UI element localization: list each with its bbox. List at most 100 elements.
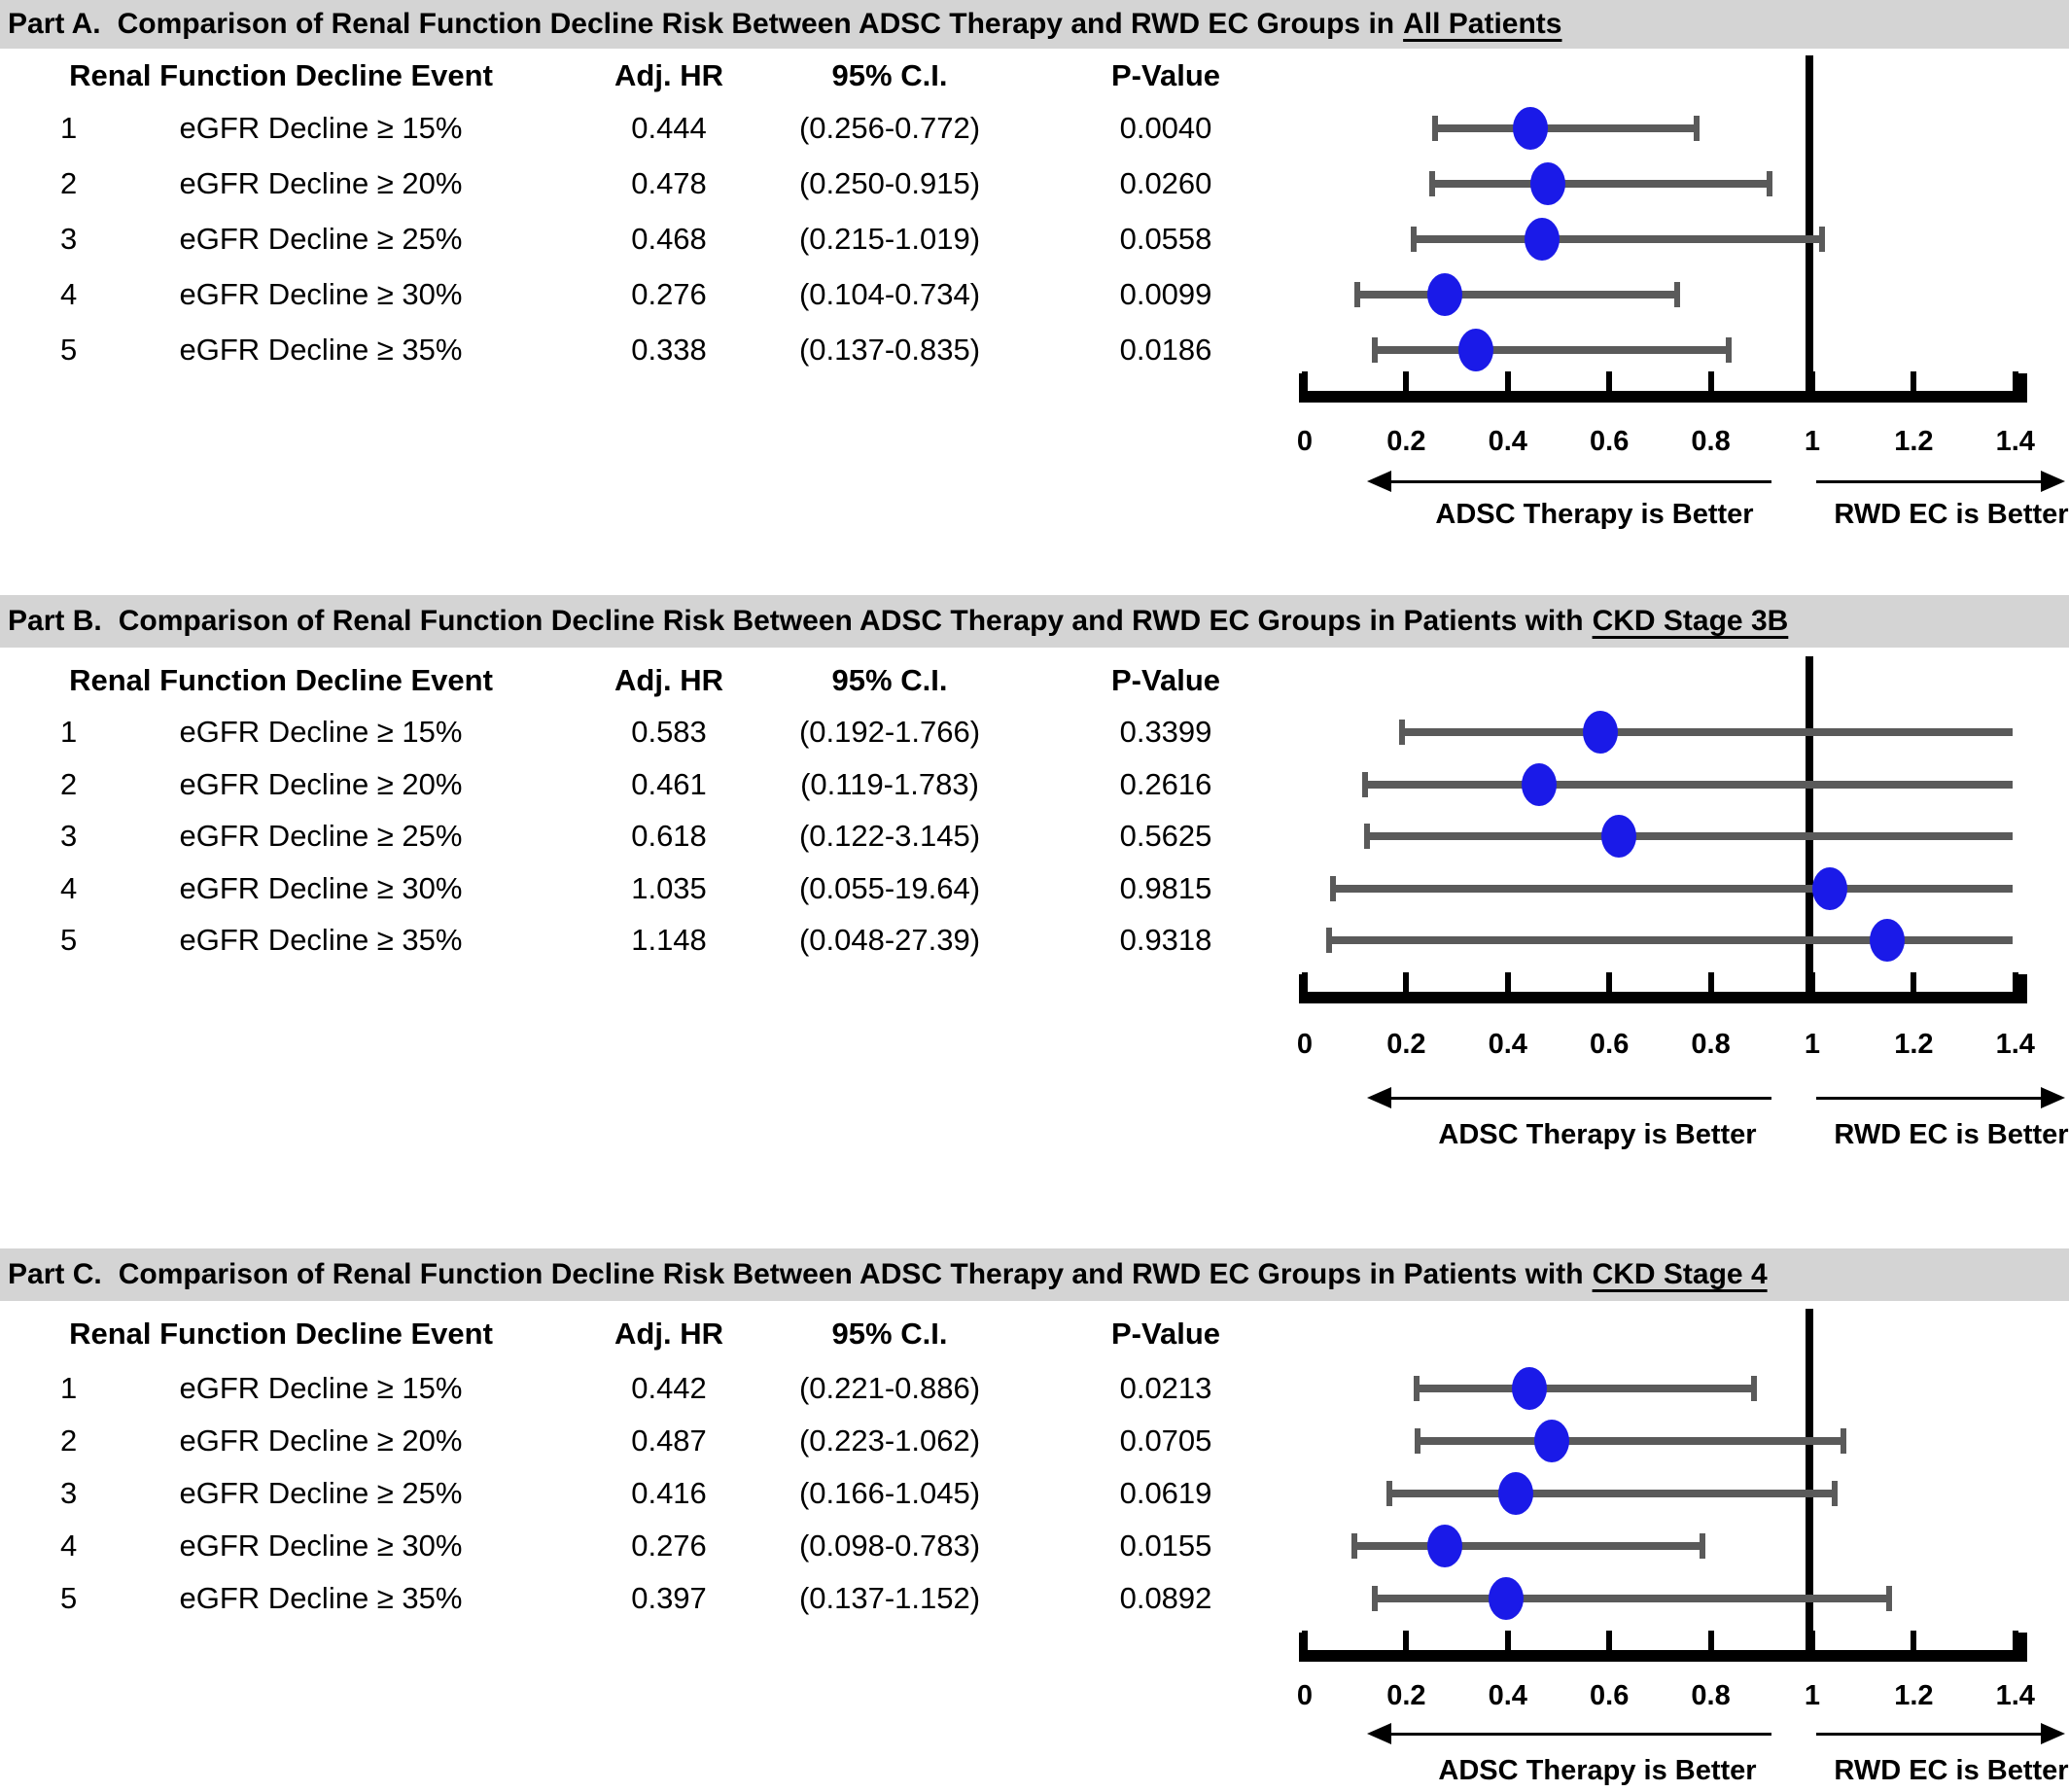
- left-arrowhead-icon: [1367, 1723, 1391, 1744]
- x-axis-endcap: [2018, 974, 2027, 1003]
- x-axis-tick-label: 1.4: [1995, 1029, 2035, 1060]
- row-ci: (0.137-0.835): [798, 333, 981, 367]
- row-event: eGFR Decline ≥ 30%: [179, 277, 463, 311]
- part-c-title-bar: Part C. Comparison of Renal Function Dec…: [0, 1248, 2069, 1301]
- row-ci: (0.223-1.062): [798, 1423, 981, 1458]
- row-number: 5: [60, 1581, 78, 1615]
- ci-upper-cap: [1818, 227, 1825, 252]
- hazard-ratio-marker: [1529, 162, 1565, 205]
- row-hr: 0.444: [631, 111, 707, 145]
- row-event: eGFR Decline ≥ 30%: [179, 1528, 463, 1563]
- column-header-p: P-Value: [1111, 58, 1220, 92]
- table-row: 1 eGFR Decline ≥ 15% 0.442 (0.221-0.886)…: [0, 1369, 2069, 1408]
- ci-error-bar: [1354, 1542, 1702, 1550]
- x-axis-tick-label: 0.8: [1691, 1029, 1731, 1060]
- x-axis-tick-label: 1.4: [1995, 1680, 2035, 1711]
- column-header-ci: 95% C.I.: [831, 1317, 948, 1351]
- row-hr: 0.478: [631, 166, 707, 200]
- x-axis-tick-label: 0: [1296, 1680, 1314, 1711]
- part-b-title-bar: Part B. Comparison of Renal Function Dec…: [0, 595, 2069, 648]
- row-ci: (0.221-0.886): [798, 1371, 981, 1405]
- column-header-p: P-Value: [1111, 1317, 1220, 1351]
- part-c-title-emphasis: CKD Stage 4: [1592, 1258, 1768, 1290]
- row-ci: (0.048-27.39): [798, 923, 981, 957]
- row-number: 1: [60, 111, 78, 145]
- row-p: 0.9318: [1119, 923, 1212, 957]
- part-c-label: Part C.: [8, 1258, 102, 1290]
- right-arrowhead-icon: [2041, 1723, 2065, 1744]
- row-p: 0.2616: [1119, 767, 1212, 801]
- x-axis-tick: [1302, 371, 1308, 391]
- x-axis-tick: [1707, 972, 1714, 992]
- x-axis-tick-label: 0.4: [1488, 1029, 1527, 1060]
- row-p: 0.0186: [1119, 333, 1212, 367]
- ci-error-bar: [1366, 832, 2013, 840]
- part-b-column-headers: Renal Function Decline Event Adj. HR 95%…: [0, 661, 2069, 700]
- ci-lower-cap: [1415, 1428, 1421, 1454]
- row-ci: (0.055-19.64): [798, 871, 981, 905]
- x-axis-tick: [1911, 371, 1917, 391]
- table-row: 2 eGFR Decline ≥ 20% 0.478 (0.250-0.915)…: [0, 164, 2069, 203]
- x-axis-tick-label: 1: [1804, 1029, 1821, 1060]
- row-ci: (0.166-1.045): [798, 1476, 981, 1510]
- x-axis-tick: [1809, 972, 1815, 992]
- row-hr: 0.461: [631, 767, 707, 801]
- x-axis-tick-label: 0.2: [1386, 426, 1426, 457]
- x-axis-bar: [1299, 992, 2027, 1003]
- ci-upper-cap: [1674, 282, 1681, 307]
- right-arrowhead-icon: [2041, 1087, 2065, 1108]
- ci-lower-cap: [1362, 772, 1369, 797]
- ci-lower-cap: [1329, 876, 1336, 901]
- reference-line-hr-1: [1806, 55, 1813, 403]
- row-number: 2: [60, 166, 78, 200]
- row-event: eGFR Decline ≥ 35%: [179, 1581, 463, 1615]
- hazard-ratio-marker: [1870, 919, 1906, 962]
- row-hr: 0.487: [631, 1423, 707, 1458]
- row-number: 4: [60, 1528, 78, 1563]
- x-axis-tick: [1809, 371, 1815, 391]
- x-axis-tick-label: 0.6: [1590, 1029, 1630, 1060]
- row-hr: 1.148: [631, 923, 707, 957]
- left-arrowhead-icon: [1367, 1087, 1391, 1108]
- row-p: 0.0213: [1119, 1371, 1212, 1405]
- row-number: 2: [60, 1423, 78, 1458]
- table-row: 5 eGFR Decline ≥ 35% 1.148 (0.048-27.39)…: [0, 921, 2069, 960]
- part-a-column-headers: Renal Function Decline Event Adj. HR 95%…: [0, 56, 2069, 95]
- part-a-label: Part A.: [8, 8, 101, 40]
- table-row: 3 eGFR Decline ≥ 25% 0.416 (0.166-1.045)…: [0, 1474, 2069, 1513]
- ci-error-bar: [1431, 180, 1770, 188]
- x-axis-tick-label: 1: [1804, 1680, 1821, 1711]
- row-ci: (0.215-1.019): [798, 222, 981, 256]
- table-row: 5 eGFR Decline ≥ 35% 0.397 (0.137-1.152)…: [0, 1579, 2069, 1618]
- ci-lower-cap: [1326, 928, 1333, 953]
- x-axis-tick: [2012, 1631, 2018, 1650]
- row-event: eGFR Decline ≥ 15%: [179, 715, 463, 749]
- x-axis-endcap: [2018, 1633, 2027, 1662]
- x-axis-tick-label: 0.2: [1386, 1680, 1426, 1711]
- row-event: eGFR Decline ≥ 25%: [179, 1476, 463, 1510]
- part-c-column-headers: Renal Function Decline Event Adj. HR 95%…: [0, 1315, 2069, 1353]
- x-axis-tick-label: 1.2: [1894, 1029, 1934, 1060]
- x-axis-tick-label: 0.8: [1691, 1680, 1731, 1711]
- part-c-title: Comparison of Renal Function Decline Ris…: [118, 1258, 1584, 1290]
- x-axis-tick-label: 1.4: [1995, 426, 2035, 457]
- hazard-ratio-marker: [1534, 1420, 1570, 1462]
- ci-lower-cap: [1371, 1586, 1378, 1611]
- row-hr: 0.442: [631, 1371, 707, 1405]
- x-axis-bar: [1299, 1650, 2027, 1662]
- row-p: 0.0892: [1119, 1581, 1212, 1615]
- row-hr: 0.276: [631, 277, 707, 311]
- hazard-ratio-marker: [1427, 1525, 1463, 1567]
- row-hr: 0.468: [631, 222, 707, 256]
- column-header-hr: Adj. HR: [614, 1317, 723, 1351]
- row-hr: 0.276: [631, 1528, 707, 1563]
- table-row: 3 eGFR Decline ≥ 25% 0.618 (0.122-3.145)…: [0, 817, 2069, 856]
- left-arrow-caption: ADSC Therapy is Better: [1435, 499, 1754, 530]
- row-p: 0.0705: [1119, 1423, 1212, 1458]
- x-axis-tick: [2012, 371, 2018, 391]
- column-header-ci: 95% C.I.: [831, 58, 948, 92]
- hazard-ratio-marker: [1512, 107, 1548, 150]
- x-axis-tick-label: 1: [1804, 426, 1821, 457]
- ci-error-bar: [1418, 1437, 1844, 1445]
- row-number: 1: [60, 715, 78, 749]
